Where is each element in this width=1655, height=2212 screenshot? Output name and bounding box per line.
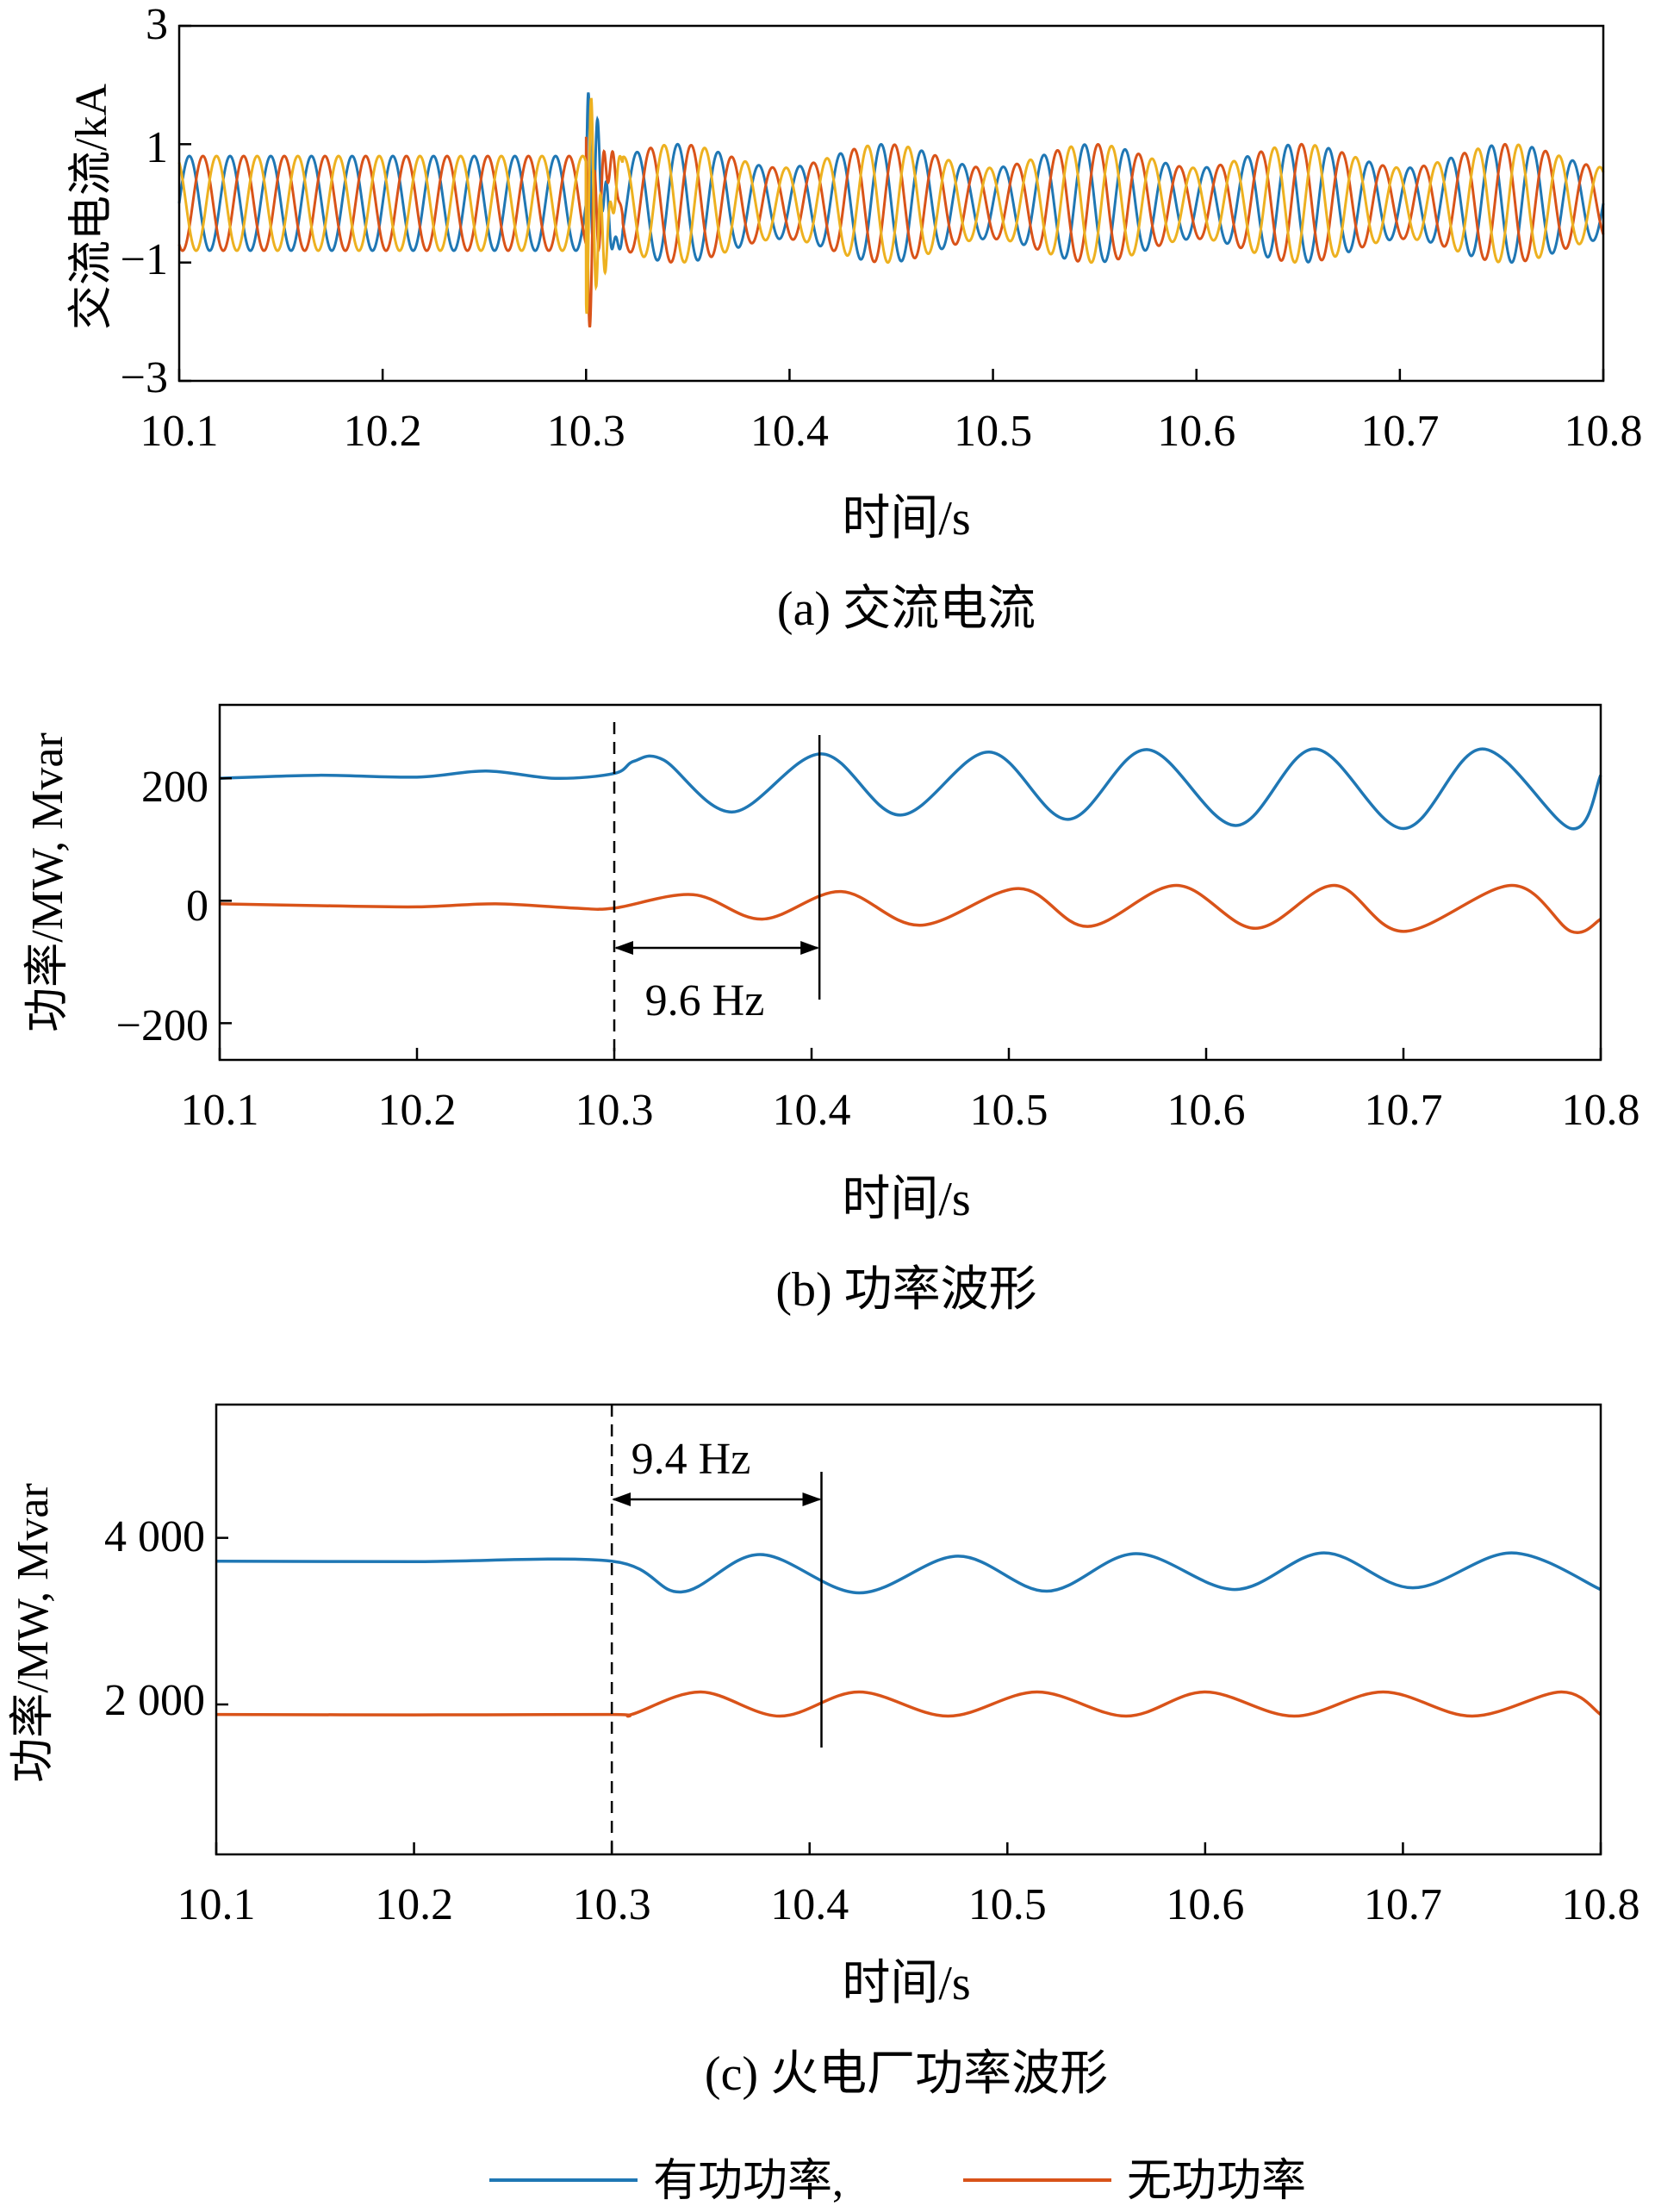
x-tick-label: 10.8 — [1562, 1086, 1640, 1135]
x-tick-label: 10.5 — [968, 1880, 1047, 1929]
x-tick-label: 10.5 — [970, 1086, 1048, 1135]
panel-b-annotation-label: 9.6 Hz — [645, 976, 765, 1025]
x-tick-label: 10.2 — [378, 1086, 457, 1135]
panel-a-ytick-label: −1 — [121, 235, 168, 284]
panel-b-series-group — [219, 747, 1602, 934]
x-tick-label: 10.1 — [177, 1880, 256, 1929]
panel-a-caption: (a) 交流电流 — [777, 583, 1036, 636]
panel-b-caption: (b) 功率波形 — [775, 1263, 1036, 1317]
x-tick-label: 10.2 — [344, 407, 422, 456]
panel-c-ticks — [215, 1536, 1602, 1854]
panel-c-series-group — [215, 1551, 1602, 1718]
reactive-power-line — [219, 883, 1602, 934]
x-tick-label: 10.8 — [1562, 1880, 1640, 1929]
panel-c: 4 000 2 000 10.1 10.2 10.3 10.4 10.5 10.6 10.7… — [9, 1403, 1640, 2101]
x-tick-label: 10.3 — [573, 1880, 651, 1929]
panel-b-xlabel: 时间/s — [842, 1173, 970, 1226]
panel-c-xtick-labels: 10.1 10.2 10.3 10.4 10.5 10.6 10.7 10.8 — [177, 1880, 1640, 1929]
panel-a-frame — [177, 24, 1605, 383]
phase-2-line — [177, 136, 1605, 327]
x-tick-label: 10.6 — [1166, 1880, 1244, 1929]
panel-a-xtick-labels: 10.1 10.2 10.3 10.4 10.5 10.6 10.7 10.8 — [140, 407, 1643, 456]
panel-a-series-group — [177, 92, 1605, 327]
panel-b-xtick-labels: 10.1 10.2 10.3 10.4 10.5 10.6 10.7 10.8 — [181, 1086, 1640, 1135]
x-tick-label: 10.5 — [954, 407, 1032, 456]
panel-b-annotation — [613, 722, 821, 1060]
legend-reactive-label: 无功功率 — [1127, 2157, 1306, 2206]
x-tick-label: 10.7 — [1365, 1086, 1443, 1135]
panel-c-annotation-label: 9.4 Hz — [632, 1435, 751, 1484]
panel-c-ylabel: 功率/MW, Mvar — [9, 1483, 58, 1783]
x-tick-label: 10.3 — [576, 1086, 654, 1135]
panel-a-ylabel: 交流电流/kA — [67, 84, 116, 330]
panel-c-ytick-label: 2 000 — [104, 1676, 205, 1725]
legend-active-label: 有功功率, — [653, 2157, 843, 2206]
x-tick-label: 10.1 — [140, 407, 219, 456]
panel-a-ytick-label: 3 — [146, 0, 168, 49]
x-tick-label: 10.7 — [1360, 407, 1439, 456]
panel-c-annotation — [610, 1405, 823, 1854]
panel-b-ytick-label: 0 — [186, 882, 208, 931]
x-tick-label: 10.2 — [375, 1880, 453, 1929]
panel-b-ytick-label: 200 — [141, 763, 208, 812]
x-tick-label: 10.7 — [1364, 1880, 1442, 1929]
x-tick-label: 10.4 — [750, 407, 829, 456]
panel-b-frame — [218, 703, 1602, 1062]
panel-b-ticks — [218, 776, 1602, 1060]
x-tick-label: 10.4 — [770, 1880, 849, 1929]
panel-c-caption: (c) 火电厂功率波形 — [705, 2047, 1108, 2101]
x-tick-label: 10.8 — [1565, 407, 1643, 456]
panel-b-ylabel: 功率/MW, Mvar — [23, 732, 72, 1032]
panel-c-ytick-label: 4 000 — [104, 1512, 205, 1561]
reactive-power-line — [215, 1690, 1602, 1718]
panel-a-ticks — [177, 24, 1605, 383]
panel-c-frame — [215, 1403, 1602, 1856]
phase-3-line — [177, 97, 1605, 315]
active-power-line — [215, 1551, 1602, 1595]
legend: 有功功率, 无功功率 — [489, 2157, 1306, 2206]
panel-a-ytick-label: −3 — [121, 353, 168, 402]
panel-a-ytick-label: 1 — [146, 123, 168, 172]
x-tick-label: 10.1 — [181, 1086, 259, 1135]
panel-a-xlabel: 时间/s — [842, 492, 970, 545]
panel-c-xlabel: 时间/s — [842, 1957, 970, 2010]
panel-a: 3 1 −1 −3 10.1 10.2 10.3 10.4 10.5 10.6 10.7 10… — [67, 0, 1643, 636]
x-tick-label: 10.6 — [1167, 1086, 1246, 1135]
active-power-line — [219, 747, 1602, 831]
x-tick-label: 10.4 — [773, 1086, 851, 1135]
panel-b-ytick-label: −200 — [116, 1001, 208, 1050]
x-tick-label: 10.6 — [1157, 407, 1235, 456]
x-tick-label: 10.3 — [547, 407, 625, 456]
panel-b: 200 0 −200 10.1 10.2 10.3 10.4 10.5 10.6 10.7 1… — [23, 703, 1640, 1317]
phase-1-line — [177, 92, 1605, 265]
